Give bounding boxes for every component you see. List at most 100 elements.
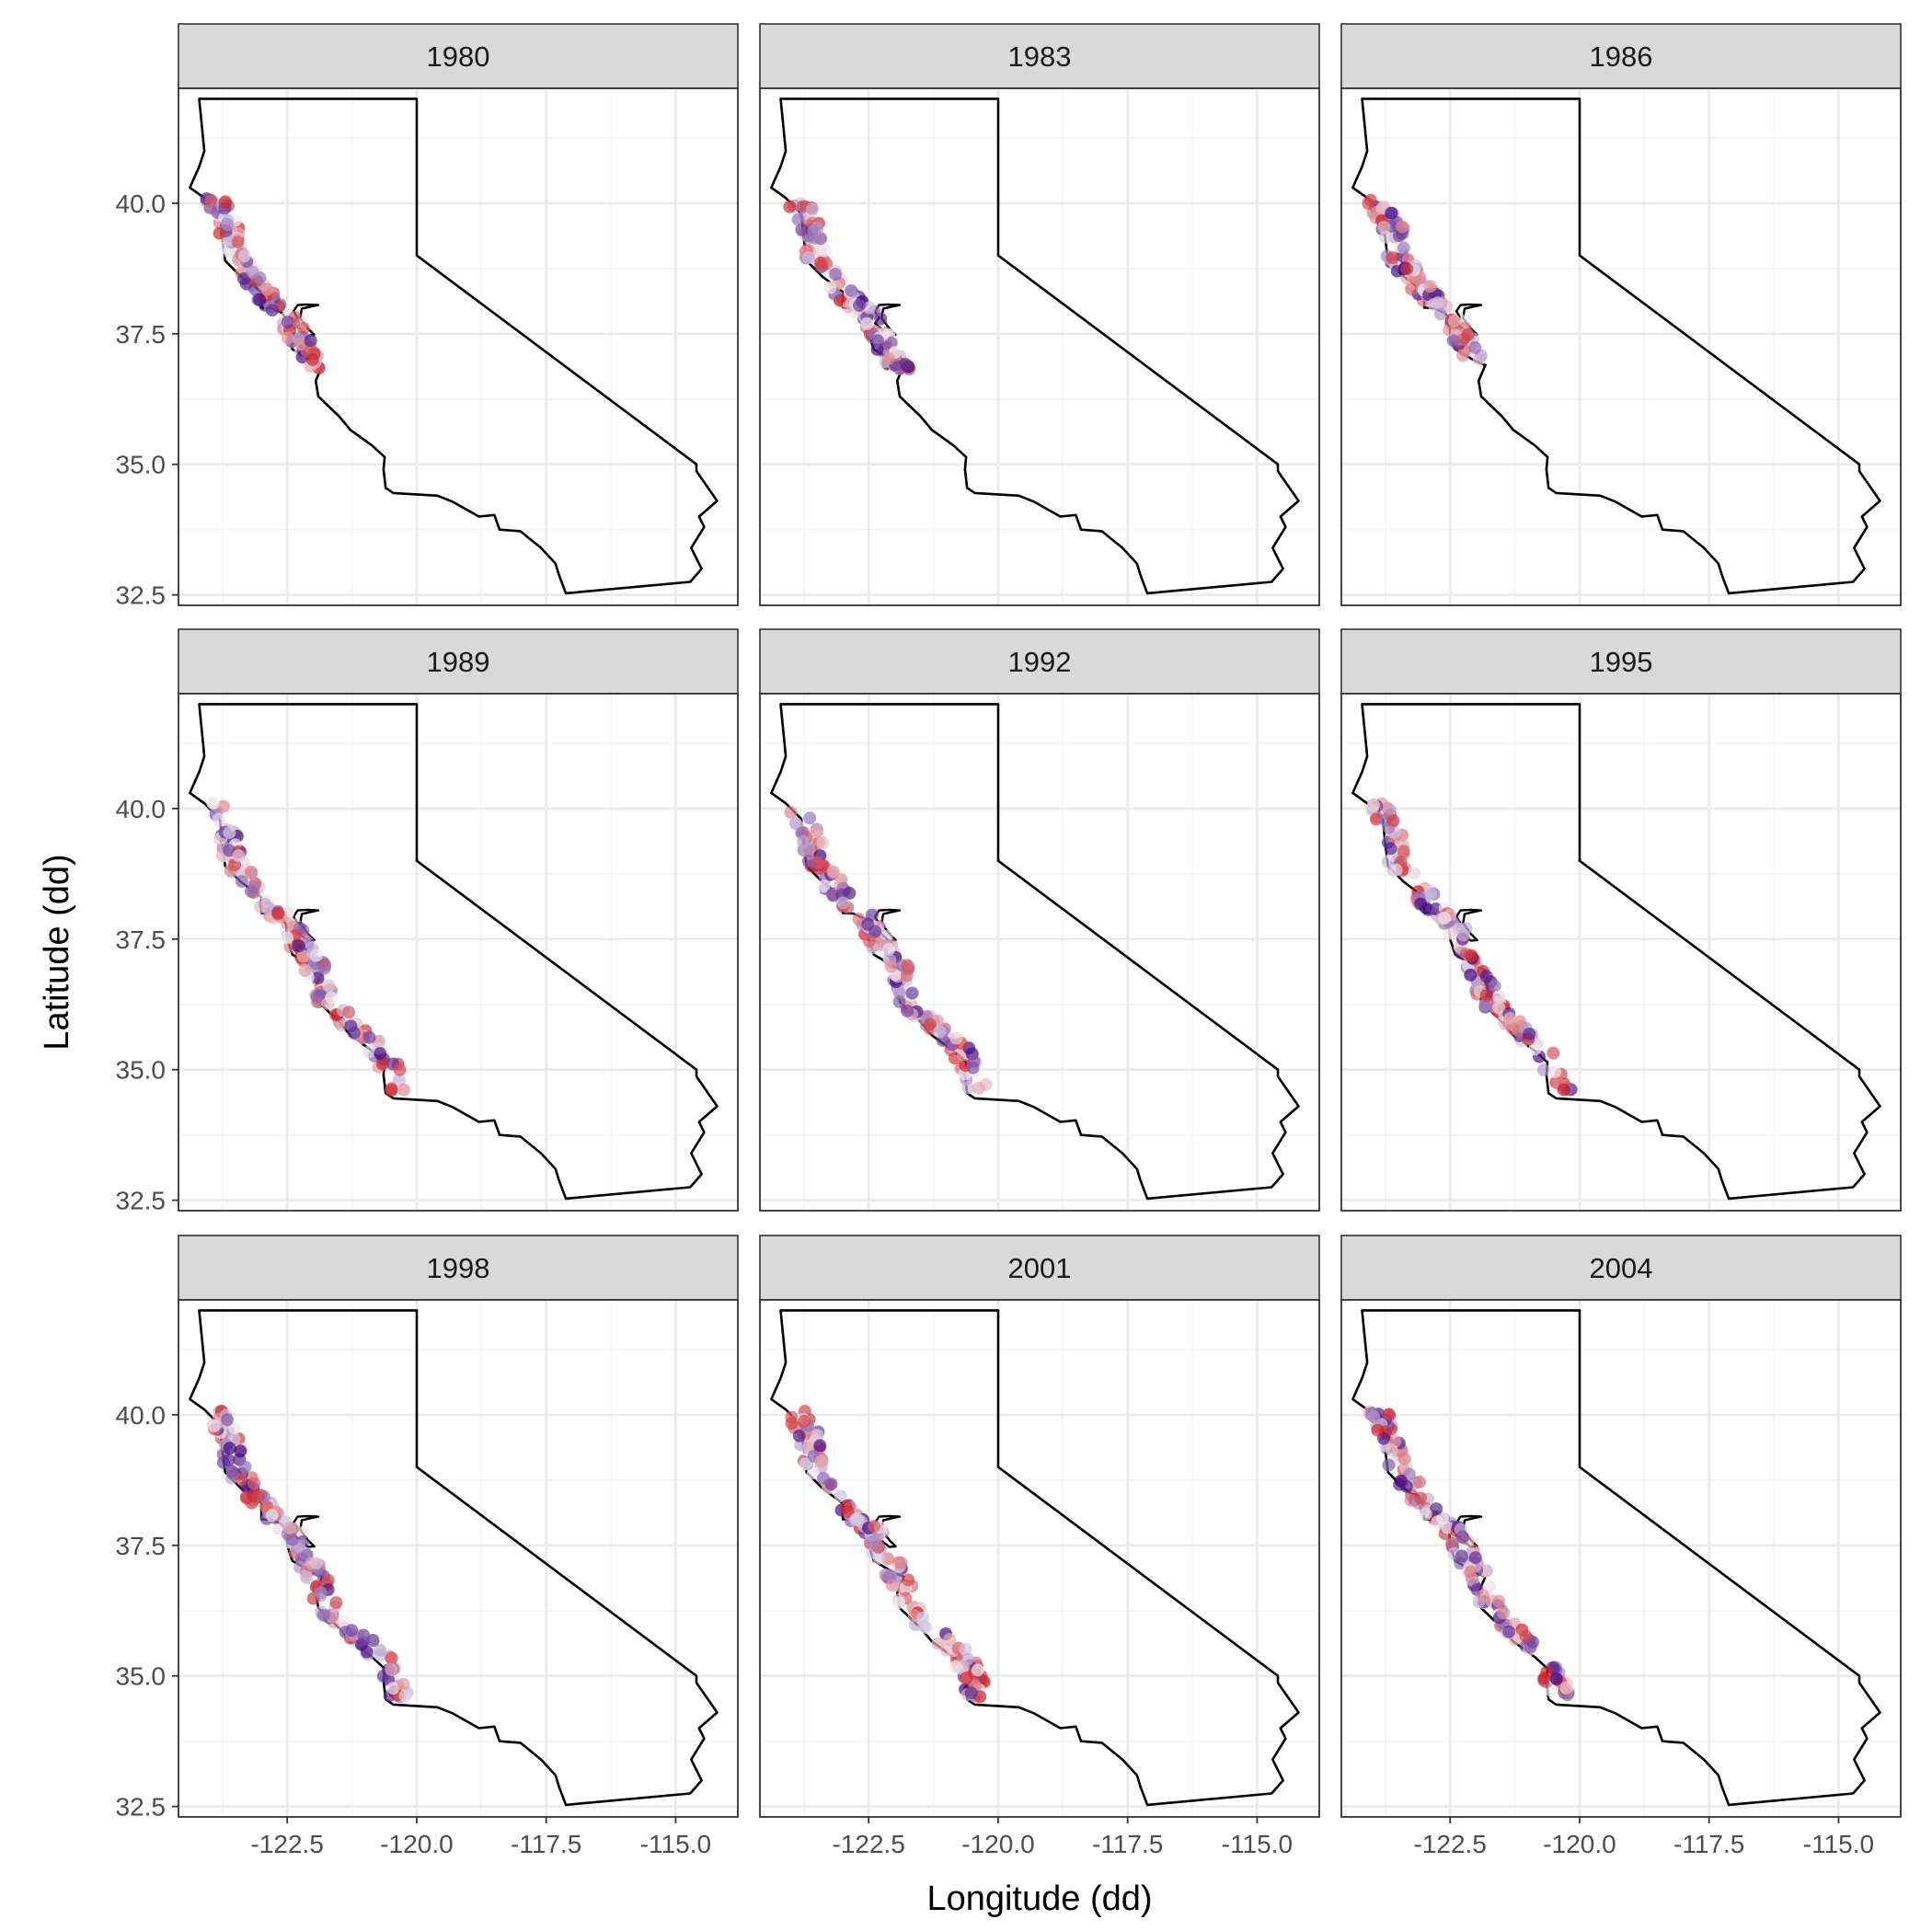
- panel-background: [1341, 1300, 1901, 1817]
- data-point: [375, 1057, 389, 1071]
- facet-strip: [1340, 23, 1902, 89]
- data-point: [894, 1556, 908, 1569]
- data-point: [860, 316, 874, 330]
- data-point: [1382, 1458, 1396, 1472]
- data-point: [309, 948, 323, 962]
- data-point: [1492, 1594, 1506, 1608]
- data-point: [807, 224, 821, 238]
- data-point: [1400, 262, 1414, 276]
- x-tick-label: -115.0: [1803, 1830, 1874, 1858]
- data-point: [329, 1596, 343, 1610]
- data-point: [892, 985, 906, 999]
- data-point: [334, 1018, 348, 1032]
- facet-strip-label: 1989: [427, 646, 490, 678]
- data-point: [803, 811, 817, 825]
- facet-strip: [178, 23, 739, 89]
- data-point: [815, 258, 829, 271]
- data-point: [797, 834, 811, 848]
- data-point: [1386, 251, 1399, 265]
- data-point: [1548, 1065, 1562, 1079]
- panel-border: [178, 87, 739, 606]
- data-point: [868, 1520, 881, 1533]
- data-point: [311, 971, 325, 985]
- data-point: [238, 1460, 252, 1474]
- facet-strip: [759, 23, 1320, 89]
- data-point: [1468, 340, 1482, 354]
- panel-plot-area: [760, 1300, 1319, 1817]
- panel-border: [759, 87, 1320, 606]
- data-point: [374, 1047, 387, 1061]
- data-point: [317, 961, 331, 975]
- data-point: [266, 304, 279, 317]
- data-point: [836, 896, 850, 910]
- data-point: [385, 1084, 398, 1098]
- facet-strip: [759, 1235, 1320, 1301]
- panel-border: [1340, 693, 1902, 1212]
- data-point: [1549, 1672, 1563, 1685]
- data-point: [304, 334, 317, 348]
- data-point: [943, 1633, 957, 1647]
- data-point: [281, 916, 294, 930]
- data-point: [314, 1586, 328, 1600]
- data-point: [237, 249, 251, 263]
- data-point: [1477, 1589, 1490, 1603]
- data-point: [901, 960, 914, 973]
- panel-plot-area: [1341, 1300, 1901, 1817]
- x-tick-label: -117.5: [1092, 1830, 1163, 1858]
- panel-plot-area: [178, 694, 738, 1211]
- data-point: [959, 1643, 972, 1656]
- x-tick-label: -122.5: [251, 1830, 324, 1858]
- data-point: [1414, 897, 1428, 911]
- data-point: [1385, 1443, 1398, 1457]
- facet-panel-1995: 1995: [1340, 628, 1902, 1212]
- facet-strip-label: 1980: [427, 40, 490, 73]
- y-tick-label: 37.5: [116, 1532, 167, 1560]
- data-point: [971, 1663, 984, 1677]
- data-point: [271, 906, 285, 920]
- data-point: [309, 1557, 323, 1570]
- x-tick-label: -120.0: [380, 1830, 453, 1858]
- y-tick-label: 32.5: [116, 581, 167, 610]
- data-point: [247, 1477, 260, 1490]
- data-point: [254, 900, 268, 914]
- data-point: [385, 1651, 398, 1665]
- data-point: [892, 994, 906, 1008]
- data-point: [253, 293, 267, 306]
- panel-background: [178, 1300, 738, 1817]
- data-point: [285, 1533, 299, 1546]
- panel-background: [178, 694, 738, 1211]
- data-point: [1397, 845, 1410, 858]
- panel-background: [1341, 694, 1901, 1211]
- data-point: [1384, 804, 1397, 817]
- data-point: [1385, 206, 1398, 220]
- data-point: [792, 1429, 806, 1443]
- y-tick-label: 35.0: [116, 1662, 167, 1691]
- data-point: [265, 1509, 279, 1523]
- data-point: [1419, 1507, 1432, 1521]
- data-point: [300, 1571, 314, 1585]
- data-point: [1528, 1042, 1542, 1056]
- data-point: [924, 1017, 937, 1031]
- data-point: [228, 1421, 242, 1435]
- y-tick-label: 40.0: [116, 1401, 167, 1430]
- data-point: [817, 879, 831, 893]
- facet-strip-label: 1986: [1590, 40, 1653, 73]
- facet-strip: [178, 1235, 739, 1301]
- data-point: [866, 1535, 880, 1549]
- data-point: [1455, 1530, 1469, 1544]
- y-axis-title: Latitude (dd): [38, 854, 76, 1050]
- data-point: [917, 1619, 931, 1633]
- panel-background: [760, 694, 1319, 1211]
- data-point: [814, 1454, 828, 1468]
- data-point: [805, 202, 819, 216]
- panel-plot-area: [178, 88, 738, 605]
- data-point: [1366, 799, 1380, 812]
- data-point: [1423, 280, 1437, 293]
- x-tick-label: -120.0: [1543, 1830, 1616, 1858]
- panel-plot-area: [178, 1300, 738, 1817]
- data-point: [1488, 979, 1501, 993]
- data-point: [213, 226, 226, 240]
- data-point: [801, 251, 815, 265]
- data-point: [849, 1512, 863, 1526]
